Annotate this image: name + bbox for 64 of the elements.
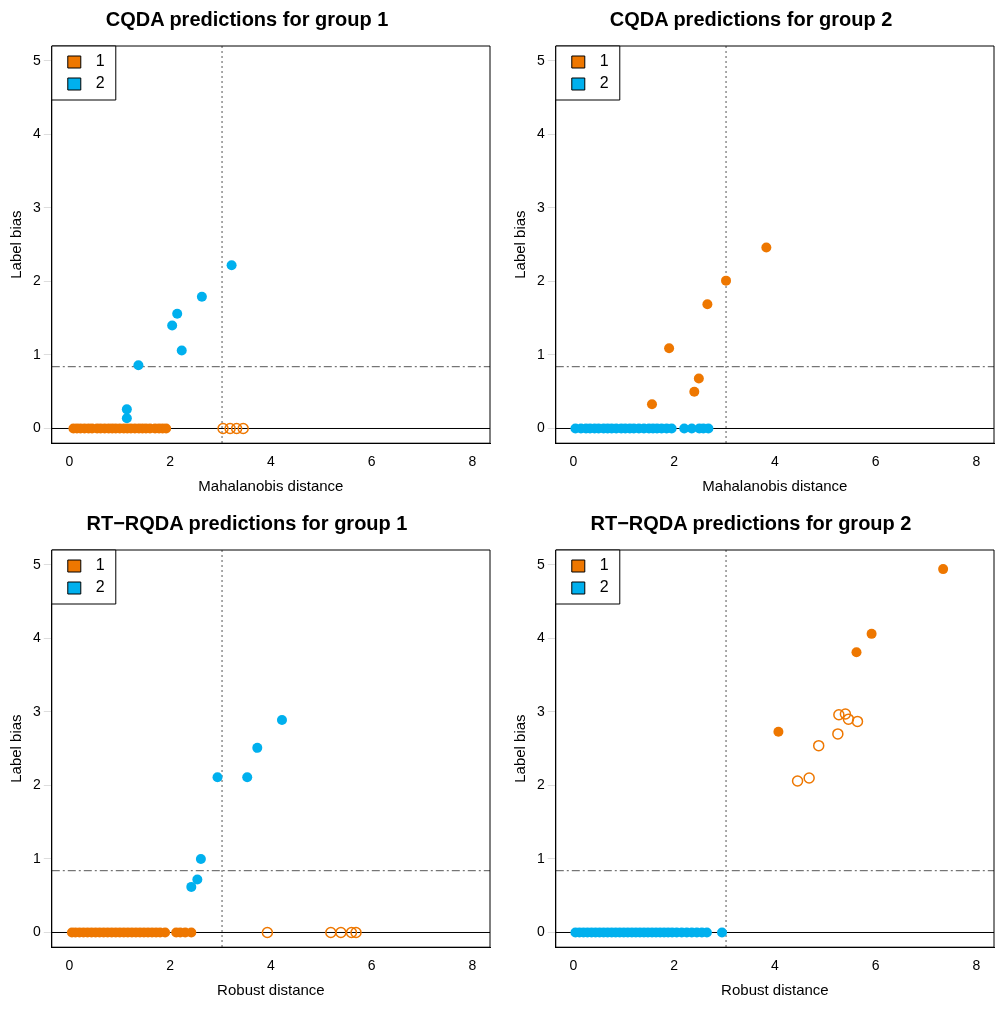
- x-tick-label: 2: [670, 957, 679, 974]
- legend-label: 2: [95, 578, 105, 596]
- y-tick-label: 2: [536, 776, 545, 793]
- y-axis-title: Label bias: [511, 210, 529, 279]
- x-axis-title: Mahalanobis distance: [198, 477, 344, 495]
- chart-title: RT−RQDA predictions for group 2: [590, 511, 912, 534]
- y-tick-label: 5: [536, 555, 545, 572]
- x-axis-title: Robust distance: [721, 981, 829, 999]
- y-tick-label: 3: [32, 702, 41, 719]
- y-tick-label: 4: [32, 629, 41, 646]
- x-tick-label: 8: [468, 453, 477, 470]
- x-tick-label: 8: [468, 957, 477, 974]
- legend-label: 2: [95, 74, 105, 92]
- y-tick-label: 1: [32, 345, 41, 362]
- x-tick-label: 0: [569, 957, 578, 974]
- legend-label: 1: [599, 556, 609, 574]
- x-tick-label: 4: [266, 453, 275, 470]
- y-tick-label: 3: [536, 198, 545, 215]
- y-tick-label: 1: [32, 849, 41, 866]
- x-tick-label: 2: [670, 453, 679, 470]
- y-axis-title: Label bias: [7, 210, 25, 279]
- y-tick-label: 5: [32, 51, 41, 68]
- x-tick-label: 2: [166, 957, 175, 974]
- y-tick-label: 1: [536, 849, 545, 866]
- x-tick-label: 6: [367, 957, 376, 974]
- y-tick-label: 0: [32, 923, 41, 940]
- legend-label: 1: [95, 52, 105, 70]
- x-tick-label: 6: [871, 453, 880, 470]
- y-tick-label: 4: [536, 629, 545, 646]
- chart-title: RT−RQDA predictions for group 1: [86, 511, 408, 534]
- y-tick-label: 4: [536, 125, 545, 142]
- x-axis-title: Mahalanobis distance: [702, 477, 848, 495]
- x-tick-label: 0: [65, 453, 74, 470]
- x-tick-label: 6: [367, 453, 376, 470]
- x-tick-label: 2: [166, 453, 175, 470]
- x-tick-label: 4: [770, 453, 779, 470]
- y-tick-label: 0: [536, 419, 545, 436]
- x-tick-label: 8: [972, 957, 981, 974]
- legend-label: 1: [599, 52, 609, 70]
- y-tick-label: 0: [536, 923, 545, 940]
- x-tick-label: 6: [871, 957, 880, 974]
- y-tick-label: 5: [32, 555, 41, 572]
- x-axis-title: Robust distance: [217, 981, 325, 999]
- chart-title: CQDA predictions for group 1: [105, 7, 389, 30]
- x-tick-label: 4: [770, 957, 779, 974]
- y-tick-label: 3: [536, 702, 545, 719]
- y-axis-title: Label bias: [7, 714, 25, 783]
- y-tick-label: 2: [536, 272, 545, 289]
- y-tick-label: 2: [32, 776, 41, 793]
- x-tick-label: 0: [65, 957, 74, 974]
- chart-title: CQDA predictions for group 2: [609, 7, 893, 30]
- legend-label: 1: [95, 556, 105, 574]
- y-axis-title: Label bias: [511, 714, 529, 783]
- x-tick-label: 4: [266, 957, 275, 974]
- y-tick-label: 0: [32, 419, 41, 436]
- y-tick-label: 5: [536, 51, 545, 68]
- x-tick-label: 8: [972, 453, 981, 470]
- y-tick-label: 1: [536, 345, 545, 362]
- legend-label: 2: [599, 578, 609, 596]
- y-tick-label: 2: [32, 272, 41, 289]
- y-tick-label: 3: [32, 198, 41, 215]
- y-tick-label: 4: [32, 125, 41, 142]
- x-tick-label: 0: [569, 453, 578, 470]
- legend-label: 2: [599, 74, 609, 92]
